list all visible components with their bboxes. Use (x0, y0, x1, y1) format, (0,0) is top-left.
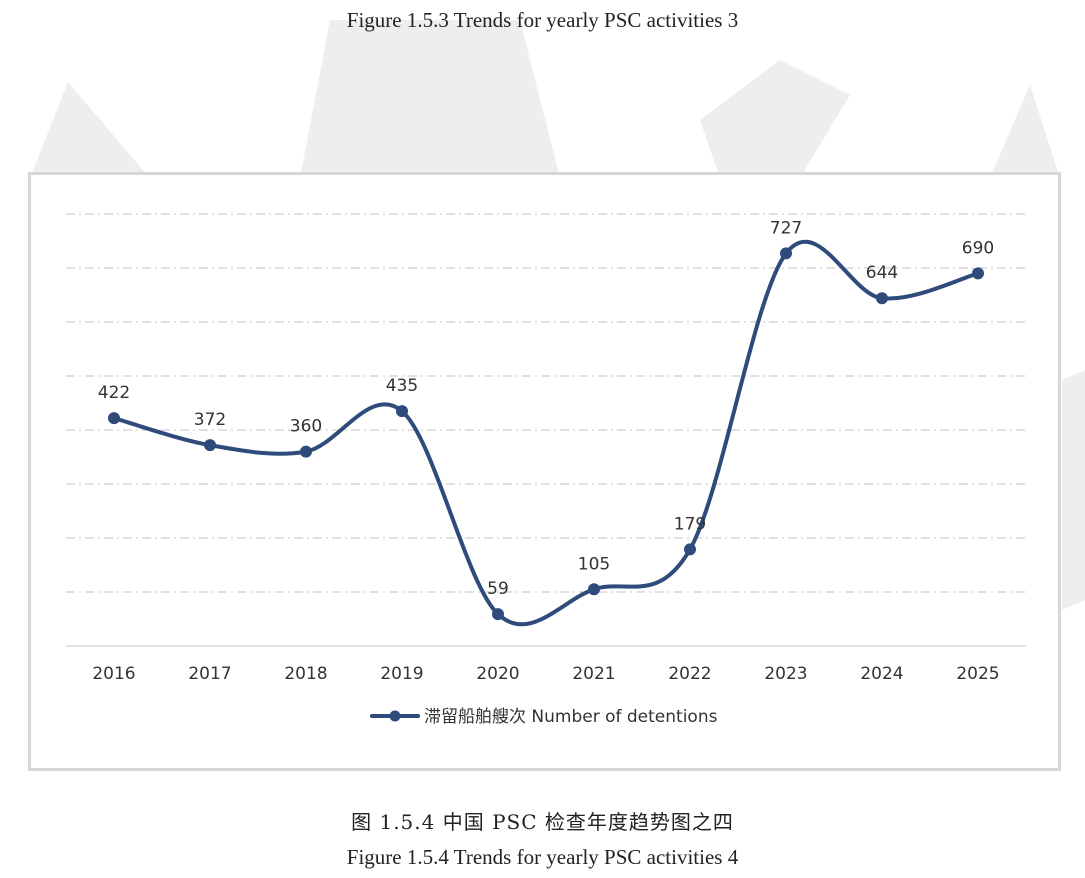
data-point (684, 543, 696, 556)
data-point (780, 247, 792, 260)
x-tick-label: 2018 (284, 664, 327, 684)
data-point (204, 439, 216, 452)
x-tick-label: 2022 (668, 664, 711, 684)
data-point (300, 445, 312, 458)
chart-frame: 2016 2017 2018 2019 2020 2021 2022 2023 2024 2025… (28, 172, 1061, 771)
data-point (396, 405, 408, 418)
line-chart: 2016 2017 2018 2019 2020 2021 2022 2023 2024 2025… (66, 213, 1026, 727)
series-line-detentions (112, 239, 980, 627)
x-tick-label: 2023 (764, 664, 807, 684)
figure-caption-english: Figure 1.5.4 Trends for yearly PSC activ… (346, 845, 739, 869)
legend-label: 滞留船舶艘次 Number of detentions (424, 707, 718, 727)
data-label: 644 (866, 263, 898, 283)
data-point (588, 583, 600, 596)
data-label: 360 (290, 417, 322, 437)
x-tick-label: 2017 (188, 664, 231, 684)
caption-previous-figure: Figure 1.5.3 Trends for yearly PSC activ… (346, 8, 739, 32)
x-tick-label: 2024 (860, 664, 903, 684)
legend-marker (389, 710, 401, 722)
figure-caption-chinese: 图 1.5.4 中国 PSC 检查年度趋势图之四 (351, 810, 734, 834)
data-point (972, 267, 984, 280)
x-tick-label: 2019 (380, 664, 423, 684)
data-label: 422 (98, 383, 130, 403)
x-tick-label: 2016 (92, 664, 135, 684)
x-tick-label: 2025 (956, 664, 999, 684)
data-label: 727 (770, 218, 802, 238)
x-tick-label: 2020 (476, 664, 519, 684)
data-label: 372 (194, 410, 226, 430)
x-tick-label: 2021 (572, 664, 615, 684)
data-label: 105 (578, 554, 610, 574)
data-point (492, 608, 504, 621)
data-label: 179 (674, 514, 706, 534)
data-point (108, 412, 120, 425)
data-label: 59 (487, 579, 509, 599)
data-label: 690 (962, 238, 994, 258)
data-label: 435 (386, 376, 418, 396)
data-point (876, 292, 888, 305)
